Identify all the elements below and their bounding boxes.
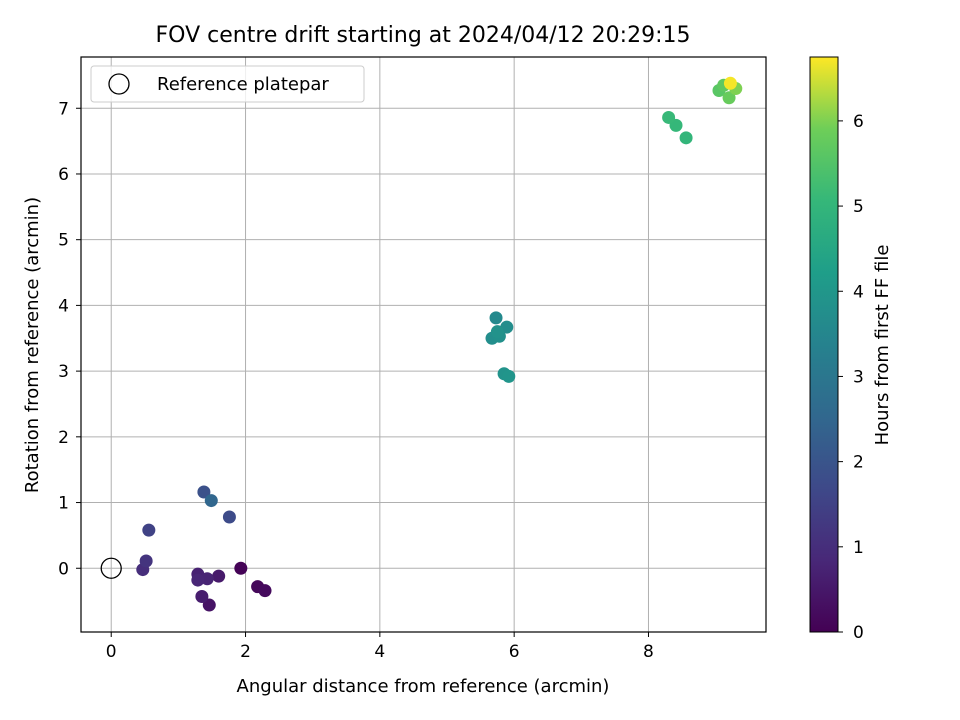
- y-axis-label: Rotation from reference (arcmin): [22, 197, 43, 493]
- data-point: [258, 584, 272, 598]
- reference-marker: [100, 557, 122, 579]
- plot-background: [81, 57, 766, 632]
- reference-point: [100, 557, 122, 579]
- colorbar-label: Hours from first FF file: [872, 245, 893, 446]
- legend-marker-icon: [108, 73, 130, 95]
- y-tick-label: 6: [58, 165, 69, 185]
- colorbar-gradient: [810, 57, 838, 632]
- colorbar-tick-label: 2: [853, 453, 864, 473]
- data-point: [490, 325, 504, 339]
- chart-title: FOV centre drift starting at 2024/04/12 …: [156, 23, 691, 48]
- y-tick-label: 3: [58, 362, 69, 382]
- colorbar-ticks: 0 1 2 3 4 5 6: [838, 112, 864, 643]
- plot-area: [80, 56, 767, 633]
- y-tick-label: 1: [58, 494, 69, 514]
- colorbar-tick-label: 6: [853, 112, 864, 132]
- data-points: [136, 76, 743, 612]
- colorbar-tick-label: 0: [853, 623, 864, 643]
- data-point: [679, 131, 693, 145]
- legend-entry-reference-platepar: Reference platepar: [157, 74, 329, 95]
- plot-frame: [80, 56, 767, 633]
- x-tick-label: 0: [106, 642, 117, 662]
- x-axis-label: Angular distance from reference (arcmin): [237, 676, 610, 697]
- data-point: [489, 311, 503, 325]
- x-tick-label: 8: [643, 642, 654, 662]
- y-tick-label: 7: [58, 99, 69, 119]
- data-point: [191, 573, 205, 587]
- x-tick-label: 2: [240, 642, 251, 662]
- data-point: [723, 76, 737, 90]
- colorbar-tick-label: 3: [853, 367, 864, 387]
- data-point: [142, 523, 156, 537]
- data-point: [197, 485, 211, 499]
- legend: Reference platepar: [90, 65, 365, 103]
- data-point: [722, 91, 736, 105]
- data-point: [222, 510, 236, 524]
- legend-box: [90, 65, 365, 103]
- y-tick-label: 5: [58, 231, 69, 251]
- data-point: [234, 561, 248, 575]
- data-point: [212, 569, 226, 583]
- data-point: [195, 590, 209, 604]
- data-point: [662, 110, 676, 124]
- data-point: [202, 598, 216, 612]
- data-point: [204, 494, 218, 508]
- data-point: [139, 554, 153, 568]
- y-tick-label: 0: [58, 559, 69, 579]
- x-tick-label: 6: [509, 642, 520, 662]
- data-point: [502, 369, 516, 383]
- colorbar-tick-label: 1: [853, 538, 864, 558]
- y-tick-label: 4: [58, 296, 69, 316]
- colorbar-tick-label: 5: [853, 197, 864, 217]
- y-axis-ticks: 0 1 2 3 4 5 6 7: [58, 99, 81, 579]
- x-tick-label: 4: [374, 642, 385, 662]
- colorbar: 0 1 2 3 4 5 6 Hours from first FF file: [809, 56, 893, 643]
- y-tick-label: 2: [58, 428, 69, 448]
- colorbar-frame: [809, 56, 839, 633]
- x-axis-ticks: 0 2 4 6 8: [106, 632, 654, 662]
- colorbar-tick-label: 4: [853, 282, 864, 302]
